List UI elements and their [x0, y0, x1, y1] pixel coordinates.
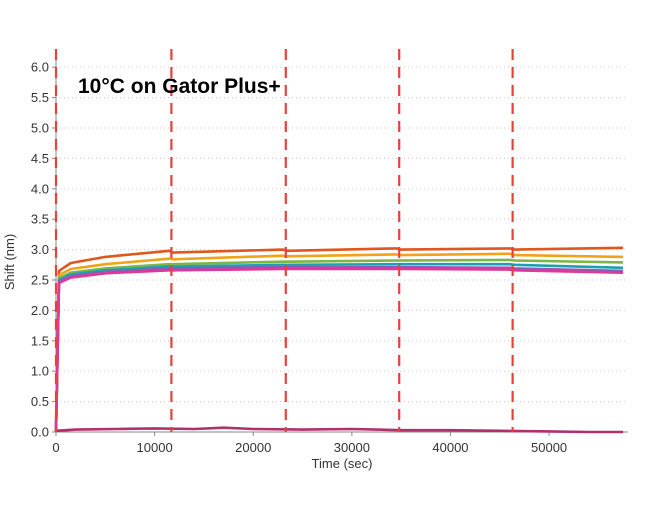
y-tick-label: 4.5	[31, 151, 49, 166]
series-line-2	[54, 252, 624, 433]
x-tick-label: 30000	[334, 440, 370, 455]
y-tick-label: 5.0	[31, 120, 49, 135]
series-line-7	[55, 426, 624, 434]
axes	[55, 55, 628, 433]
step-markers	[54, 49, 514, 432]
x-tick-label: 0	[52, 440, 59, 455]
series-line-5	[54, 265, 624, 433]
y-axis-label: Shift (nm)	[2, 234, 17, 290]
y-tick-label: 3.5	[31, 212, 49, 227]
y-tick-label: 2.5	[31, 272, 49, 287]
x-axis-label: Time (sec)	[312, 456, 373, 471]
y-tick-label: 4.0	[31, 181, 49, 196]
x-tick-label: 40000	[432, 440, 468, 455]
y-tick-label: 6.0	[31, 60, 49, 75]
y-tick-label: 1.0	[31, 364, 49, 379]
x-tick-label: 20000	[235, 440, 271, 455]
y-tick-label: 0.5	[31, 394, 49, 409]
y-tick-label: 0.0	[31, 425, 49, 440]
y-tick-label: 1.5	[31, 333, 49, 348]
series-line-3	[54, 258, 624, 433]
series-line-6	[54, 267, 624, 433]
chart-title: 10°C on Gator Plus+	[78, 75, 281, 98]
y-tick-label: 3.0	[31, 242, 49, 257]
x-tick-label: 10000	[137, 440, 173, 455]
series-line-1	[54, 246, 624, 433]
y-tick-label: 2.0	[31, 303, 49, 318]
data-series	[54, 246, 624, 434]
y-tick-labels: 0.0 0.5 1.0 1.5 2.0 2.5 3.0 3.5 4.0 4.5 5.0 5.5 6.0	[31, 60, 49, 440]
x-tick-labels: 0 10000 20000 30000 40000 50000	[52, 440, 567, 455]
x-tick-label: 50000	[531, 440, 567, 455]
y-tick-label: 5.5	[31, 90, 49, 105]
gridlines	[52, 66, 628, 436]
series-line-4	[54, 262, 624, 433]
